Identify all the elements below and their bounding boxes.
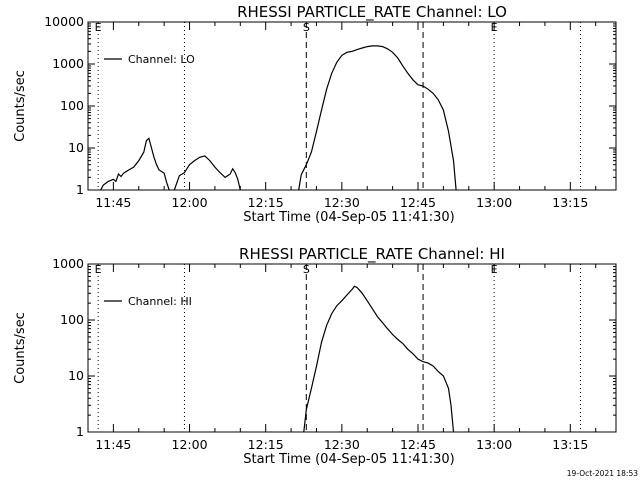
x-tick-label: 12:45: [400, 437, 436, 452]
y-tick-label: 100: [60, 98, 84, 113]
x-tick-label: 12:00: [172, 437, 208, 452]
x-tick-label: 12:15: [248, 437, 284, 452]
time-marker-label: E: [95, 263, 102, 276]
x-tick-label: 13:15: [552, 437, 588, 452]
y-tick-label: 1000: [52, 56, 84, 71]
x-tick-label: 11:45: [95, 437, 131, 452]
x-tick-label: 11:45: [95, 195, 131, 210]
series-line: [173, 155, 241, 191]
series-line: [100, 137, 170, 191]
y-tick-label: 1: [76, 424, 84, 439]
x-axis-label: Start Time (04-Sep-05 11:41:30): [243, 452, 454, 467]
y-tick-label: 10: [68, 368, 84, 383]
x-axis-label: Start Time (04-Sep-05 11:41:30): [243, 210, 454, 225]
time-marker-label: E: [491, 263, 498, 276]
y-tick-label: 1: [76, 182, 84, 197]
series-line: [303, 285, 455, 433]
plot-frame: [87, 21, 617, 191]
x-tick-label: 12:30: [324, 437, 360, 452]
y-axis-label: Counts/sec: [13, 312, 28, 384]
plot-frame: [87, 263, 617, 433]
x-tick-label: 13:15: [552, 195, 588, 210]
y-axis-label: Counts/sec: [13, 70, 28, 142]
y-tick-label: 100: [60, 312, 84, 327]
chart-title: RHESSI PARTICLE_RATE Channel: LO: [237, 3, 507, 22]
x-tick-label: 12:30: [324, 195, 360, 210]
chart-title: RHESSI PARTICLE_RATE Channel: HI: [239, 245, 505, 264]
series-line: [298, 45, 457, 191]
y-tick-label: 10000: [44, 14, 84, 29]
time-marker-label: E: [95, 21, 102, 34]
x-tick-label: 12:15: [248, 195, 284, 210]
legend-entry: Channel: LO: [128, 53, 195, 66]
footer-timestamp: 19-Oct-2021 18:53: [567, 469, 638, 478]
chart-hi: RHESSI PARTICLE_RATE Channel: HI 1 10 100 10…: [13, 245, 617, 467]
y-tick-label: 10: [68, 140, 84, 155]
time-marker-label: S: [303, 21, 310, 34]
x-tick-label: 13:00: [476, 437, 512, 452]
x-tick-label: 12:45: [400, 195, 436, 210]
time-marker-label: E: [491, 21, 498, 34]
time-marker-label: S: [303, 263, 310, 276]
y-tick-label: 1000: [52, 256, 84, 271]
legend-entry: Channel: HI: [128, 295, 192, 308]
chart-lo: RHESSI PARTICLE_RATE Channel: LO 1 10 100 10…: [13, 3, 617, 225]
x-tick-label: 13:00: [476, 195, 512, 210]
x-tick-label: 12:00: [172, 195, 208, 210]
